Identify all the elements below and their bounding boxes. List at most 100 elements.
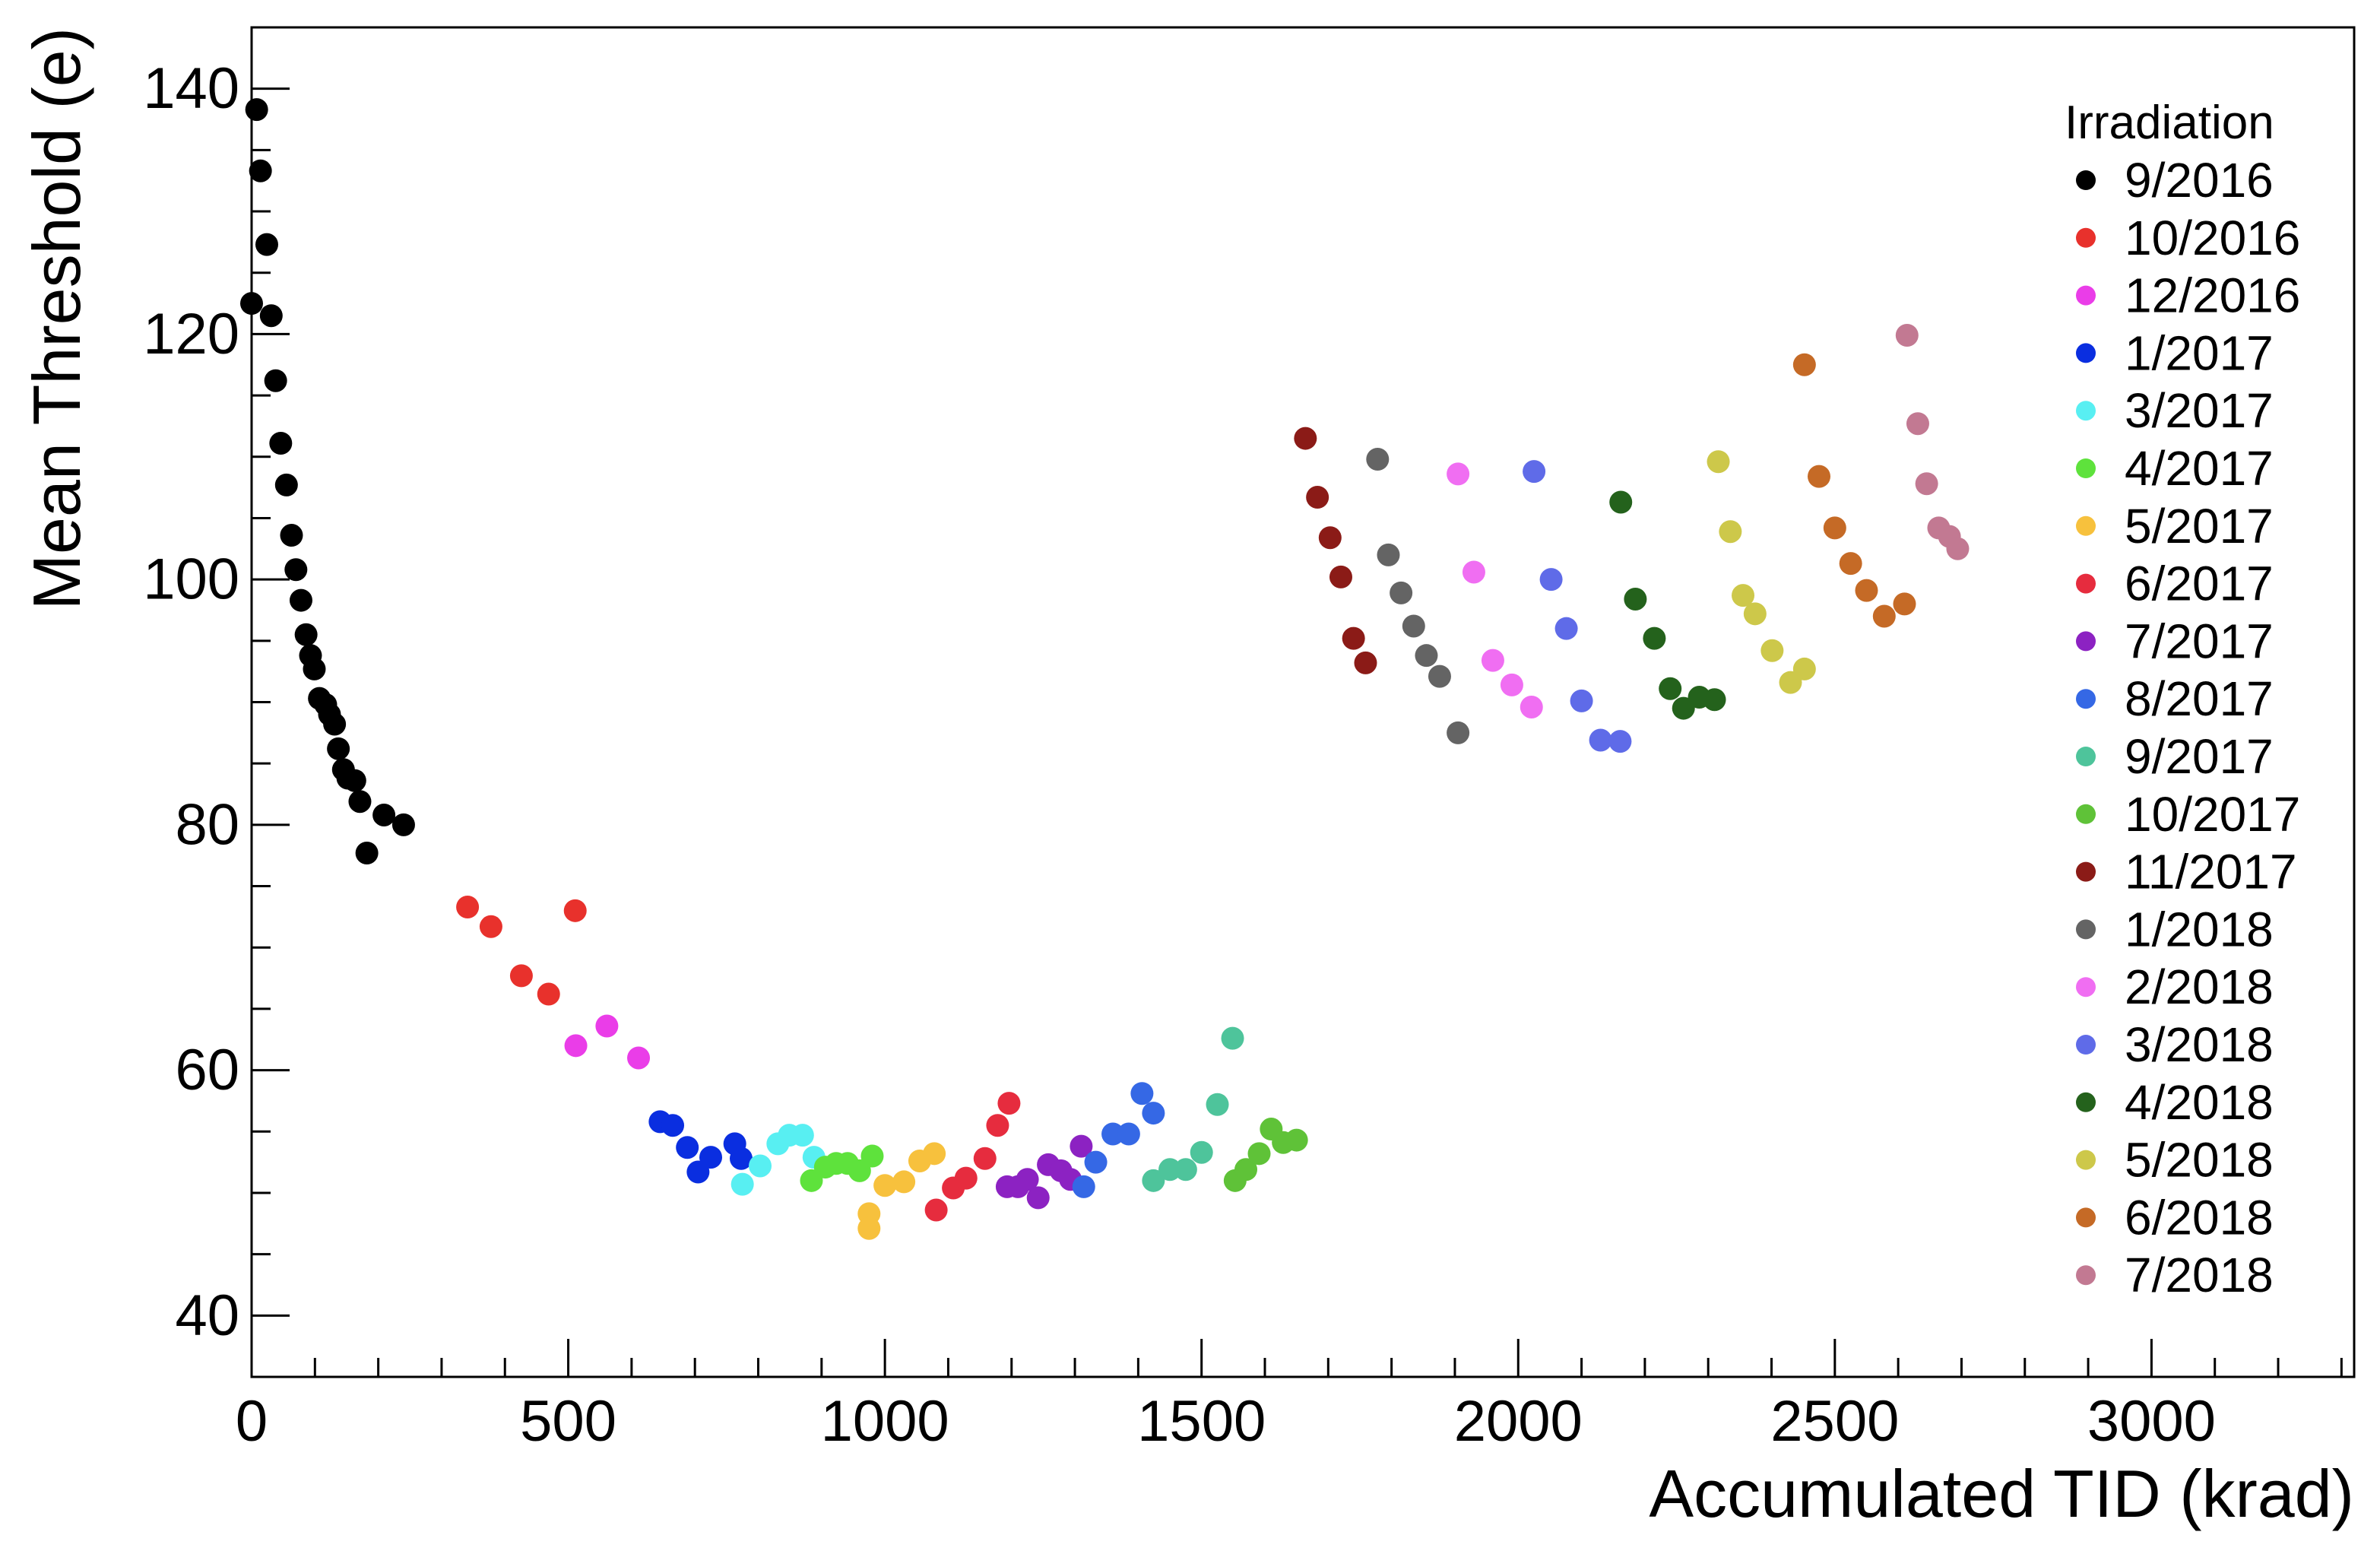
series-3-2018 — [1523, 460, 1632, 753]
series-7-2018 — [1895, 324, 1970, 560]
legend-marker — [2076, 747, 2096, 766]
data-point — [954, 1166, 978, 1190]
data-point — [924, 1198, 948, 1222]
legend-label: 10/2016 — [2125, 211, 2300, 265]
data-point — [1329, 565, 1352, 588]
data-point — [923, 1142, 946, 1166]
data-point — [327, 737, 350, 760]
data-point — [595, 1014, 619, 1038]
legend-label: 5/2017 — [2125, 499, 2274, 553]
data-point — [303, 657, 326, 680]
data-point — [1084, 1150, 1108, 1174]
y-tick-label: 80 — [175, 792, 239, 857]
legend-title: Irradiation — [2065, 97, 2274, 149]
y-tick-label: 40 — [175, 1283, 239, 1348]
data-point — [1070, 1134, 1093, 1158]
data-point — [355, 841, 379, 864]
series-3-2017 — [730, 1124, 826, 1196]
data-point — [1906, 412, 1929, 436]
data-point — [1142, 1102, 1165, 1125]
series-12-2016 — [564, 1014, 651, 1070]
data-point — [1221, 1026, 1244, 1050]
data-point — [749, 1154, 772, 1178]
series-6-2017 — [924, 1092, 1021, 1222]
series-8-2017 — [1072, 1082, 1165, 1198]
legend-label: 4/2017 — [2125, 441, 2274, 496]
x-tick-label: 2500 — [1770, 1389, 1899, 1454]
legend-label: 9/2016 — [2125, 153, 2274, 208]
data-point — [294, 623, 318, 646]
data-point — [1946, 537, 1970, 560]
legend-label: 5/2018 — [2125, 1133, 2274, 1188]
x-axis-title: Accumulated TID (krad) — [1649, 1456, 2354, 1531]
data-point — [245, 98, 268, 122]
data-point — [1390, 581, 1413, 604]
data-point — [1855, 579, 1878, 602]
data-point — [1377, 543, 1400, 566]
series-7-2017 — [995, 1134, 1093, 1210]
data-point — [1234, 1158, 1258, 1181]
series-5-2018 — [1707, 450, 1816, 694]
data-point — [730, 1147, 753, 1170]
legend-marker — [2076, 631, 2096, 652]
series-1-2017 — [648, 1110, 753, 1184]
y-tick-label: 140 — [143, 56, 239, 121]
data-point — [892, 1170, 916, 1194]
x-tick-label: 1000 — [821, 1389, 949, 1454]
y-tick-label: 60 — [175, 1038, 239, 1102]
data-point — [1743, 602, 1767, 626]
data-point — [997, 1092, 1021, 1115]
x-tick-label: 2000 — [1454, 1389, 1583, 1454]
data-point — [1643, 626, 1666, 650]
data-point — [1462, 560, 1485, 584]
legend-label: 8/2017 — [2125, 671, 2274, 726]
legend-marker — [2076, 919, 2096, 940]
data-point — [1915, 472, 1938, 496]
data-point — [1072, 1175, 1095, 1198]
data-point — [1589, 728, 1612, 752]
data-point — [1481, 649, 1504, 672]
y-tick-label: 100 — [143, 547, 239, 612]
x-tick-label: 3000 — [2087, 1389, 2216, 1454]
data-point — [259, 304, 283, 328]
series-5-2017 — [857, 1142, 946, 1240]
data-point — [1609, 490, 1633, 514]
series-9-2016 — [240, 98, 415, 864]
data-point — [1306, 486, 1329, 509]
data-point — [274, 473, 298, 496]
data-point — [1539, 568, 1563, 592]
data-point — [1130, 1082, 1154, 1105]
data-point — [873, 1174, 897, 1197]
data-point — [391, 813, 415, 836]
legend-label: 10/2017 — [2125, 787, 2300, 842]
data-point — [348, 790, 372, 814]
data-point — [1792, 657, 1816, 680]
data-point — [1206, 1093, 1229, 1116]
data-point — [1520, 695, 1543, 718]
data-point — [289, 588, 312, 612]
data-point — [284, 558, 308, 582]
legend-label: 6/2017 — [2125, 557, 2274, 611]
legend-label: 4/2018 — [2125, 1075, 2274, 1130]
data-point — [1672, 696, 1695, 720]
data-point — [537, 982, 560, 1006]
data-point — [1895, 324, 1919, 347]
x-tick-labels: 0 500 1000 1500 2000 2500 3000 — [236, 1389, 2216, 1454]
legend: Irradiation 9/201610/201612/20161/20173/… — [2065, 97, 2300, 1302]
data-point — [1893, 592, 1916, 616]
legend-marker — [2076, 401, 2096, 421]
legend-label: 11/2017 — [2125, 845, 2297, 899]
series-2-2018 — [1447, 462, 1543, 718]
data-point — [857, 1216, 881, 1240]
data-point — [1792, 353, 1816, 376]
y-axis-title: Mean Threshold (e) — [19, 27, 94, 610]
data-point — [563, 899, 587, 922]
data-point — [564, 1034, 588, 1058]
series-11-2017 — [1294, 427, 1377, 674]
legend-marker — [2076, 1207, 2096, 1228]
data-point — [1624, 587, 1647, 611]
legend-marker — [2076, 285, 2096, 306]
data-point — [1342, 626, 1365, 650]
data-point — [661, 1114, 685, 1137]
